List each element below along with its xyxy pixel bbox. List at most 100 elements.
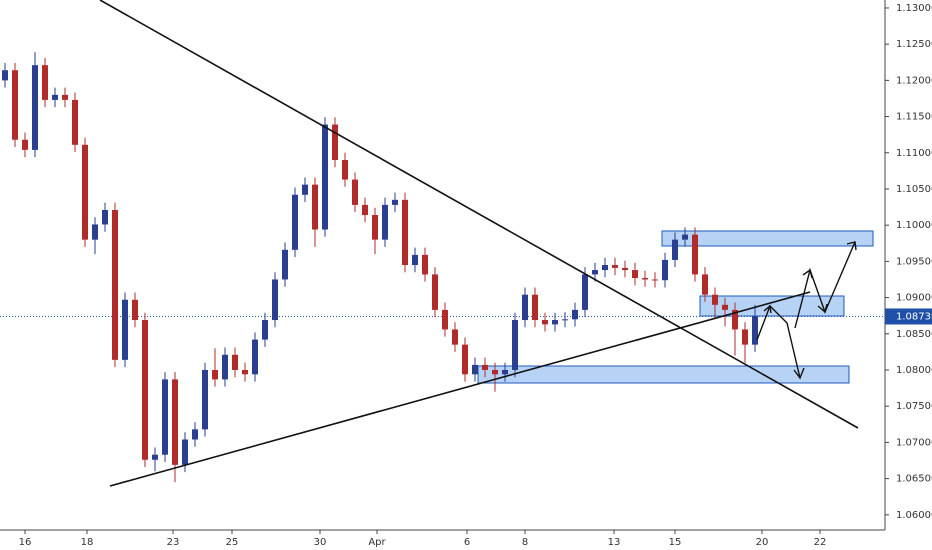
candle-body [182, 439, 188, 465]
candle-body [112, 209, 118, 360]
candle-body [562, 319, 568, 321]
candle-body [142, 320, 148, 460]
candle-body [592, 270, 598, 275]
trend-line [109, 291, 811, 487]
candle-body [642, 278, 648, 280]
candle-body [292, 194, 298, 250]
y-tick-label: 1.10000 [896, 220, 932, 231]
candle-body [102, 209, 108, 225]
candle-body [422, 254, 428, 275]
candle-body [342, 160, 348, 180]
candle-body [402, 199, 408, 265]
candle-body [482, 364, 488, 370]
candle-body [92, 224, 98, 240]
candle-body [692, 234, 698, 275]
candle-body [222, 354, 228, 380]
x-tick-label: 13 [608, 537, 621, 548]
candle-body [272, 279, 278, 321]
candle-body [732, 309, 738, 330]
candle-body [572, 309, 578, 320]
marks [2, 52, 758, 483]
x-tick-label: 23 [167, 537, 180, 548]
candle-body [532, 294, 538, 321]
candle-body [262, 320, 268, 340]
candle-body [232, 354, 238, 370]
arrow-head [763, 304, 772, 314]
candle-body [302, 184, 308, 195]
candle-body [372, 215, 378, 240]
candle-body [392, 199, 398, 205]
candle-body [252, 339, 258, 375]
candle-body [382, 204, 388, 240]
candle-body [702, 274, 708, 295]
candle-body [52, 94, 58, 100]
candle-body [542, 320, 548, 325]
candle-body [652, 279, 658, 281]
candle-body [72, 99, 78, 145]
y-tick-label: 1.08500 [896, 329, 932, 340]
arrow-head [817, 303, 828, 314]
candle-body [82, 144, 88, 240]
arrow-path [756, 304, 801, 379]
candle-body [202, 369, 208, 430]
candle-body [512, 320, 518, 370]
candle-body [722, 304, 728, 310]
arrow-head [793, 367, 805, 380]
y-tick-label: 1.11000 [896, 148, 932, 159]
candle-body [552, 320, 558, 325]
last-price-tag [885, 308, 932, 325]
candle-body [282, 249, 288, 280]
x-tick-label: 15 [669, 537, 682, 548]
y-tick-label: 1.06000 [896, 510, 932, 521]
candle-body [602, 265, 608, 271]
arrow-head [802, 268, 813, 279]
x-tick-label: 25 [226, 537, 239, 548]
y-tick-label: 1.08000 [896, 365, 932, 376]
candle-body [582, 274, 588, 310]
candle-body [432, 274, 438, 310]
candle-body [672, 239, 678, 260]
y-tick-label: 1.13000 [896, 3, 932, 14]
y-tick-label: 1.10500 [896, 184, 932, 195]
candle-body [12, 70, 18, 140]
y-tick-label: 1.12500 [896, 39, 932, 50]
y-tick-label: 1.07000 [896, 437, 932, 448]
candle-body [452, 329, 458, 345]
x-tick-label: 22 [814, 537, 827, 548]
candle-body [62, 94, 68, 100]
candle-body [612, 265, 618, 268]
candle-body [312, 184, 318, 230]
candle-body [492, 369, 498, 375]
y-tick-label: 1.12000 [896, 75, 932, 86]
candle-body [742, 329, 748, 345]
candle-body [662, 259, 668, 281]
arrow-path [794, 241, 856, 329]
candle-body [752, 316, 758, 345]
candle-body [412, 254, 418, 265]
candle-body [522, 294, 528, 321]
y-tick-label: 1.07500 [896, 401, 932, 412]
candle-body [362, 204, 368, 216]
axes: 1.06000 1.06500 1.07000 1.07500 1.08000 1.085… [19, 3, 932, 548]
y-tick-label: 1.09500 [896, 256, 932, 267]
y-tick-label: 1.11500 [896, 112, 932, 123]
x-tick-label: 18 [81, 537, 94, 548]
x-tick-label: 16 [19, 537, 32, 548]
candle-body [682, 234, 688, 240]
candle-body [2, 70, 8, 81]
x-tick-label: 8 [522, 537, 528, 548]
candle-body [172, 379, 178, 465]
candle-body [242, 369, 248, 375]
candle-body [442, 309, 448, 330]
candle-body [352, 179, 358, 205]
trend-line [99, 0, 859, 429]
candle-body [632, 270, 638, 279]
candle-body [152, 454, 158, 460]
candle-body [162, 379, 168, 455]
y-tick-label: 1.06500 [896, 474, 932, 485]
candle-body [502, 369, 508, 375]
candle-body [132, 299, 138, 321]
x-tick-label: 6 [464, 537, 470, 548]
zone [661, 230, 874, 247]
